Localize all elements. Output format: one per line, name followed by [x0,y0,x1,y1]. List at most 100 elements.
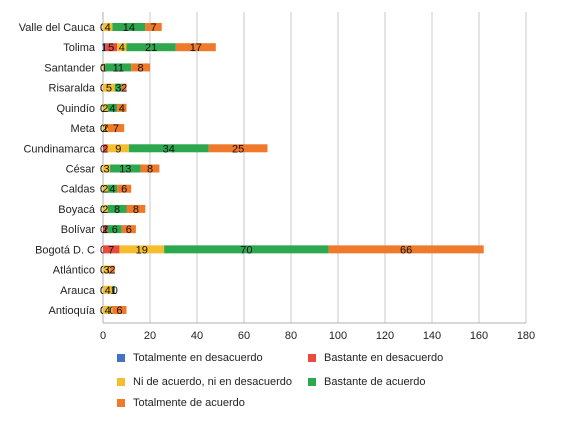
data-label: 4 [119,103,125,115]
bar-bolivar-totalmente-de-acuerdo [121,225,136,234]
bar-cesar-bastante-de-acuerdo [110,164,141,173]
bar-quindio-bastante-de-acuerdo [107,103,118,112]
x-tick-label: 20 [144,330,156,342]
x-tick-label: 120 [376,330,394,342]
bar-tolima-bastante-de-acuerdo [126,43,176,52]
bar-atlantico-ni-de-acuerdo-ni-en-desacuerdo [103,265,111,274]
bar-cundinamarca-bastante-de-acuerdo [128,144,209,153]
data-label: 6 [126,224,132,236]
bar-cundinamarca-ni-de-acuerdo-ni-en-desacuerdo [107,144,129,153]
y-tick-label-bolivar: Bolívar [61,224,96,236]
bar-antioquia-totalmente-de-acuerdo [112,306,127,314]
data-label: 6 [112,224,118,236]
data-label: 5 [106,83,112,95]
x-tick-label: 140 [423,330,441,342]
data-label: 4 [105,305,111,317]
y-tick-label-cundinamarca: Cundinamarca [23,143,95,155]
data-label: 4 [119,42,125,54]
data-label: 4 [109,184,115,196]
data-label: 13 [119,164,131,176]
y-tick-label-boyaca: Boyacá [58,204,96,216]
bar-bogota-d-c-bastante-en-desacuerdo [103,245,120,254]
data-label: 11 [113,62,124,74]
data-label: 1 [101,42,107,54]
data-label: 2 [121,83,127,95]
bar-valle-del-cauca-ni-de-acuerdo-ni-en-desacuerdo [103,23,113,31]
data-label: 17 [190,42,202,54]
bar-boyaca-ni-de-acuerdo-ni-en-desacuerdo [103,204,108,213]
data-label: 1 [111,285,117,297]
y-tick-label-quindio: Quindío [56,103,95,115]
bar-santander-totalmente-de-acuerdo [131,63,150,72]
bar-bogota-d-c-ni-de-acuerdo-ni-en-desacuerdo [119,245,165,254]
data-label: 8 [147,164,153,176]
data-label: 70 [240,244,252,256]
bar-quindio-ni-de-acuerdo-ni-en-desacuerdo [103,103,108,112]
bar-valle-del-cauca-bastante-de-acuerdo [112,23,146,31]
y-tick-label-meta: Meta [71,123,96,135]
x-tick-label: 0 [100,330,106,342]
x-tick-label: 180 [517,330,535,342]
data-label: 4 [105,22,111,34]
bar-caldas-ni-de-acuerdo-ni-en-desacuerdo [103,184,108,193]
data-label: 1 [101,62,107,74]
data-label: 8 [133,204,139,216]
x-tick-label: 100 [329,330,347,342]
y-tick-label-caldas: Caldas [61,184,96,196]
bar-cundinamarca-totalmente-de-acuerdo [208,144,268,153]
data-label: 2 [109,265,115,277]
x-tick-label: 80 [285,330,297,342]
bar-tolima-ni-de-acuerdo-ni-en-desacuerdo [117,43,127,52]
y-tick-label-tolima: Tolima [63,42,96,54]
y-tick-label-bogota-d-c: Bogotá D. C [35,244,95,256]
bar-boyaca-totalmente-de-acuerdo [126,204,146,213]
bar-caldas-totalmente-de-acuerdo [117,184,132,193]
data-label: 2 [102,103,108,115]
y-tick-label-cesar: César [66,164,96,176]
data-label: 3 [103,164,109,176]
data-label: 2 [102,184,108,196]
data-label: 19 [136,244,148,256]
bar-risaralda-bastante-de-acuerdo [114,83,122,92]
bar-bolivar-bastante-en-desacuerdo [103,225,108,234]
data-label: 2 [102,204,108,216]
bar-antioquia-ni-de-acuerdo-ni-en-desacuerdo [103,306,113,314]
data-label: 6 [116,305,122,317]
x-tick-label: 40 [191,330,203,342]
bar-quindio-totalmente-de-acuerdo [117,103,127,112]
data-label: 6 [121,184,127,196]
data-label: 2 [102,123,108,135]
bar-cesar-ni-de-acuerdo-ni-en-desacuerdo [103,164,111,173]
y-tick-label-atlantico: Atlántico [53,265,95,277]
data-label: 8 [138,62,144,74]
bar-tolima-totalmente-en-desacuerdo [103,43,106,52]
bar-santander-bastante-de-acuerdo [105,63,132,72]
data-label: 2 [102,143,108,155]
y-tick-label-valle-del-cauca: Valle del Cauca [19,22,96,34]
bar-meta-totalmente-de-acuerdo [107,124,125,133]
y-tick-label-arauca: Arauca [60,285,96,297]
bar-bogota-d-c-totalmente-de-acuerdo [328,245,484,254]
bar-tolima-totalmente-de-acuerdo [175,43,216,52]
data-label: 34 [163,143,175,155]
bar-bolivar-bastante-de-acuerdo [107,225,122,234]
data-label: 9 [115,143,121,155]
data-label: 5 [108,42,114,54]
bar-bogota-d-c-bastante-de-acuerdo [164,245,329,254]
data-label: 4 [105,285,111,297]
data-label: 8 [114,204,120,216]
bar-santander-ni-de-acuerdo-ni-en-desacuerdo [103,63,106,72]
bar-risaralda-totalmente-de-acuerdo [121,83,127,92]
data-label: 4 [109,103,115,115]
y-tick-label-antioquia: Antioquía [49,305,96,317]
data-label: 14 [123,22,135,34]
bar-arauca-ni-de-acuerdo-ni-en-desacuerdo [103,285,113,294]
data-label: 21 [145,42,157,54]
data-label: 7 [113,123,119,135]
bar-cesar-totalmente-de-acuerdo [140,164,160,173]
bar-arauca-bastante-de-acuerdo [112,285,115,294]
bar-atlantico-totalmente-de-acuerdo [110,265,115,274]
data-label: 3 [115,83,121,95]
